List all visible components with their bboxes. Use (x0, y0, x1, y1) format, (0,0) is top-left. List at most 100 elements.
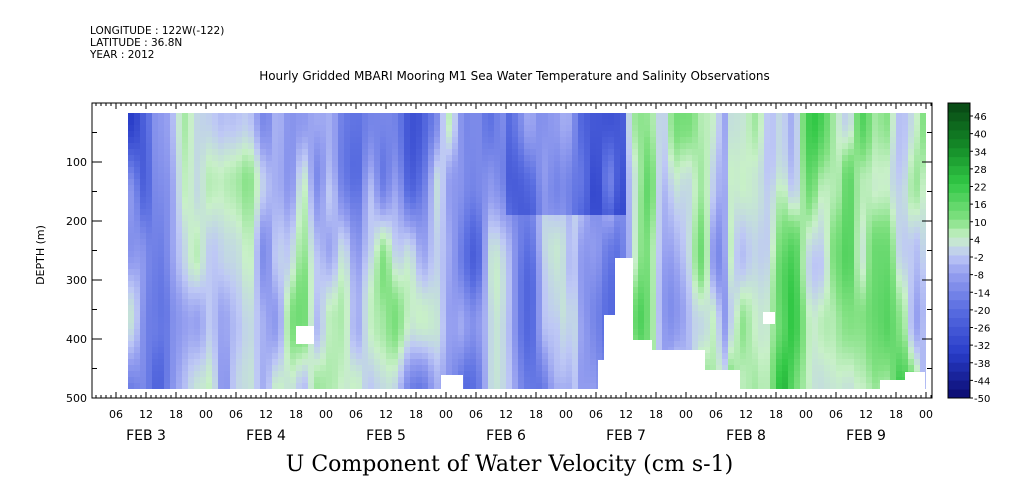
heatmap-cell (470, 113, 476, 119)
heatmap-cell (284, 335, 290, 341)
heatmap-cell (206, 287, 212, 293)
heatmap-cell (560, 215, 566, 221)
heatmap-cell (170, 341, 176, 347)
heatmap-cell (722, 125, 728, 131)
heatmap-cell (434, 251, 440, 257)
heatmap-cell (176, 239, 182, 245)
heatmap-cell (590, 161, 596, 167)
heatmap-cell (494, 209, 500, 215)
heatmap-cell (188, 347, 194, 353)
heatmap-cell (740, 173, 746, 179)
heatmap-cell (206, 293, 212, 299)
heatmap-cell (440, 227, 446, 233)
heatmap-cell (542, 257, 548, 263)
heatmap-cell (434, 215, 440, 221)
heatmap-cell (170, 131, 176, 137)
heatmap-cell (698, 311, 704, 317)
heatmap-cell (458, 209, 464, 215)
heatmap-cell (704, 347, 710, 353)
heatmap-cell (614, 167, 620, 173)
heatmap-cell (326, 353, 332, 359)
heatmap-cell (314, 293, 320, 299)
heatmap-cell (356, 353, 362, 359)
heatmap-cell (458, 197, 464, 203)
heatmap-cell (146, 191, 152, 197)
heatmap-cell (428, 197, 434, 203)
heatmap-cell (470, 203, 476, 209)
heatmap-cell (344, 353, 350, 359)
heatmap-cell (596, 317, 602, 323)
heatmap-cell (734, 245, 740, 251)
heatmap-cell (500, 179, 506, 185)
heatmap-cell (194, 191, 200, 197)
heatmap-cell (590, 221, 596, 227)
heatmap-cell (758, 197, 764, 203)
heatmap-cell (572, 353, 578, 359)
heatmap-cell (338, 359, 344, 365)
heatmap-cell (356, 365, 362, 371)
heatmap-cell (464, 245, 470, 251)
heatmap-cell (368, 341, 374, 347)
heatmap-cell (668, 317, 674, 323)
heatmap-cell (272, 359, 278, 365)
heatmap-cell (662, 233, 668, 239)
heatmap-cell (380, 233, 386, 239)
heatmap-cell (710, 191, 716, 197)
heatmap-cell (662, 275, 668, 281)
heatmap-cell (650, 155, 656, 161)
heatmap-cell (644, 143, 650, 149)
heatmap-cell (212, 251, 218, 257)
heatmap-cell (668, 191, 674, 197)
heatmap-cell (662, 263, 668, 269)
heatmap-cell (134, 131, 140, 137)
heatmap-cell (338, 269, 344, 275)
heatmap-cell (518, 203, 524, 209)
heatmap-cell (218, 269, 224, 275)
heatmap-cell (590, 227, 596, 233)
heatmap-cell (554, 155, 560, 161)
heatmap-cell (560, 335, 566, 341)
heatmap-cell (776, 197, 782, 203)
heatmap-cell (482, 281, 488, 287)
heatmap-cell (554, 167, 560, 173)
heatmap-cell (476, 347, 482, 353)
heatmap-cell (608, 149, 614, 155)
heatmap-cell (332, 347, 338, 353)
heatmap-cell (212, 353, 218, 359)
heatmap-cell (698, 245, 704, 251)
heatmap-cell (506, 263, 512, 269)
heatmap-cell (248, 293, 254, 299)
heatmap-cell (404, 149, 410, 155)
heatmap-cell (566, 359, 572, 365)
heatmap-cell (236, 161, 242, 167)
heatmap-cell (596, 203, 602, 209)
heatmap-cell (494, 167, 500, 173)
heatmap-cell (308, 173, 314, 179)
heatmap-cell (524, 137, 530, 143)
heatmap-cell (458, 245, 464, 251)
heatmap-cell (572, 119, 578, 125)
heatmap-cell (206, 167, 212, 173)
heatmap-cell (368, 155, 374, 161)
heatmap-cell (272, 323, 278, 329)
heatmap-cell (548, 347, 554, 353)
heatmap-cell (164, 113, 170, 119)
heatmap-cell (734, 251, 740, 257)
heatmap-cell (656, 215, 662, 221)
heatmap-cell (482, 215, 488, 221)
heatmap-cell (350, 287, 356, 293)
heatmap-cell (686, 341, 692, 347)
heatmap-cell (500, 323, 506, 329)
heatmap-cell (608, 125, 614, 131)
heatmap-cell (380, 365, 386, 371)
heatmap-cell (554, 323, 560, 329)
heatmap-cell (602, 251, 608, 257)
heatmap-cell (206, 365, 212, 371)
heatmap-cell (218, 281, 224, 287)
heatmap-cell (350, 359, 356, 365)
heatmap-cell (494, 347, 500, 353)
heatmap-cell (248, 371, 254, 377)
heatmap-cell (380, 191, 386, 197)
heatmap-cell (476, 113, 482, 119)
